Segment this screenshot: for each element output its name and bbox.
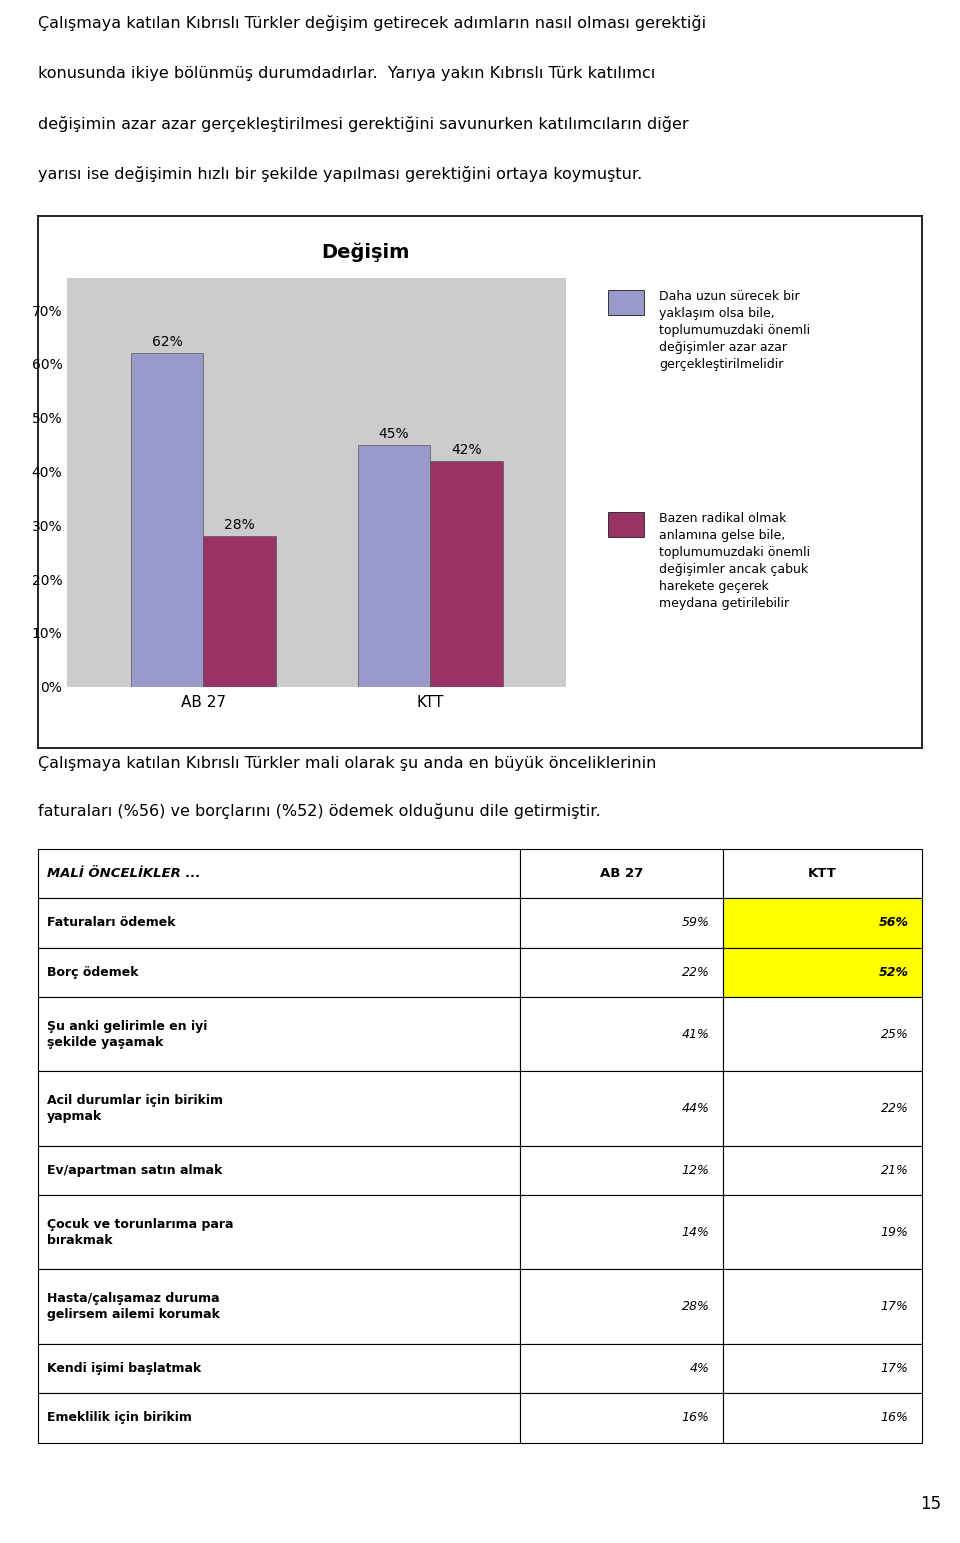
Bar [519,1393,723,1443]
Text: MALİ ÖNCELİKLER ...: MALİ ÖNCELİKLER ... [47,867,201,880]
Text: yarısı ise değişimin hızlı bir şekilde yapılması gerektiğini ortaya koymuştur.: yarısı ise değişimin hızlı bir şekilde y… [38,167,642,182]
Text: 12%: 12% [682,1163,709,1177]
Text: 17%: 17% [880,1301,908,1313]
Bar [519,1196,723,1270]
Text: 52%: 52% [878,966,908,978]
Bar [723,849,922,898]
Text: Bazen radikal olmak
anlamına gelse bile,
toplumumuzdaki önemli
değişimler ancak : Bazen radikal olmak anlamına gelse bile,… [659,512,810,609]
Text: 44%: 44% [682,1102,709,1116]
Bar [723,1071,922,1145]
Text: Faturaları ödemek: Faturaları ödemek [47,917,176,929]
Bar [519,1344,723,1393]
Text: Daha uzun sürecek bir
yaklaşım olsa bile,
toplumumuzdaki önemli
değişimler azar : Daha uzun sürecek bir yaklaşım olsa bile… [659,290,810,370]
Text: 22%: 22% [682,966,709,978]
Text: 14%: 14% [682,1225,709,1239]
Text: 62%: 62% [152,335,182,349]
Bar [519,1071,723,1145]
Text: Çalışmaya katılan Kıbrıslı Türkler mali olarak şu anda en büyük önceliklerinin: Çalışmaya katılan Kıbrıslı Türkler mali … [38,756,657,772]
Text: faturaları (%56) ve borçlarını (%52) ödemek olduğunu dile getirmiştir.: faturaları (%56) ve borçlarını (%52) öde… [38,802,601,819]
Text: 21%: 21% [880,1163,908,1177]
Bar [519,1270,723,1344]
Text: Ev/apartman satın almak: Ev/apartman satın almak [47,1163,223,1177]
Text: AB 27: AB 27 [600,867,643,880]
Text: 42%: 42% [451,443,482,457]
Text: Emeklilik için birikim: Emeklilik için birikim [47,1412,192,1424]
Text: 28%: 28% [682,1301,709,1313]
Text: 17%: 17% [880,1362,908,1375]
Bar [38,1196,519,1270]
Text: 16%: 16% [880,1412,908,1424]
Bar [609,512,644,537]
Bar [38,997,519,1071]
Text: 41%: 41% [682,1028,709,1042]
Bar [519,947,723,997]
Bar [38,1071,519,1145]
Bar [723,1344,922,1393]
Text: 19%: 19% [880,1225,908,1239]
Bar [38,1270,519,1344]
Bar [723,997,922,1071]
Text: Değişim: Değişim [321,242,409,262]
Text: 28%: 28% [225,518,255,532]
Bar [723,898,922,947]
Text: Kendi işimi başlatmak: Kendi işimi başlatmak [47,1362,202,1375]
Bar [519,849,723,898]
Bar [38,1344,519,1393]
Bar [358,444,430,687]
Text: Borç ödemek: Borç ödemek [47,966,139,978]
Bar [723,1393,922,1443]
Text: Şu anki gelirimle en iyi
şekilde yaşamak: Şu anki gelirimle en iyi şekilde yaşamak [47,1020,207,1049]
Bar [723,1196,922,1270]
Text: Acil durumlar için birikim
yapmak: Acil durumlar için birikim yapmak [47,1094,224,1123]
Text: 22%: 22% [880,1102,908,1116]
Bar [38,947,519,997]
Text: 15: 15 [920,1495,941,1514]
Text: konusunda ikiye bölünmüş durumdadırlar.  Yarıya yakın Kıbrıslı Türk katılımcı: konusunda ikiye bölünmüş durumdadırlar. … [38,66,656,80]
Bar [38,1393,519,1443]
Text: Hasta/çalışamaz duruma
gelirsem ailemi korumak: Hasta/çalışamaz duruma gelirsem ailemi k… [47,1291,220,1321]
Text: 4%: 4% [689,1362,709,1375]
Text: 59%: 59% [682,917,709,929]
Bar [38,1145,519,1196]
Bar [38,898,519,947]
Bar [723,1270,922,1344]
Bar [430,461,503,687]
Bar [609,290,644,315]
Text: KTT: KTT [808,867,836,880]
Text: 45%: 45% [378,427,409,441]
Text: 56%: 56% [878,917,908,929]
Bar [519,898,723,947]
Bar [131,353,204,687]
Text: değişimin azar azar gerçekleştirilmesi gerektiğini savunurken katılımcıların diğ: değişimin azar azar gerçekleştirilmesi g… [38,116,689,131]
Bar [519,1145,723,1196]
Bar [723,947,922,997]
Bar [519,997,723,1071]
Bar [204,535,276,687]
Text: 16%: 16% [682,1412,709,1424]
Text: Çalışmaya katılan Kıbrıslı Türkler değişim getirecek adımların nasıl olması gere: Çalışmaya katılan Kıbrıslı Türkler değiş… [38,15,707,31]
Text: 25%: 25% [880,1028,908,1042]
Bar [38,849,519,898]
Text: Çocuk ve torunlarıma para
bırakmak: Çocuk ve torunlarıma para bırakmak [47,1217,233,1247]
Bar [723,1145,922,1196]
